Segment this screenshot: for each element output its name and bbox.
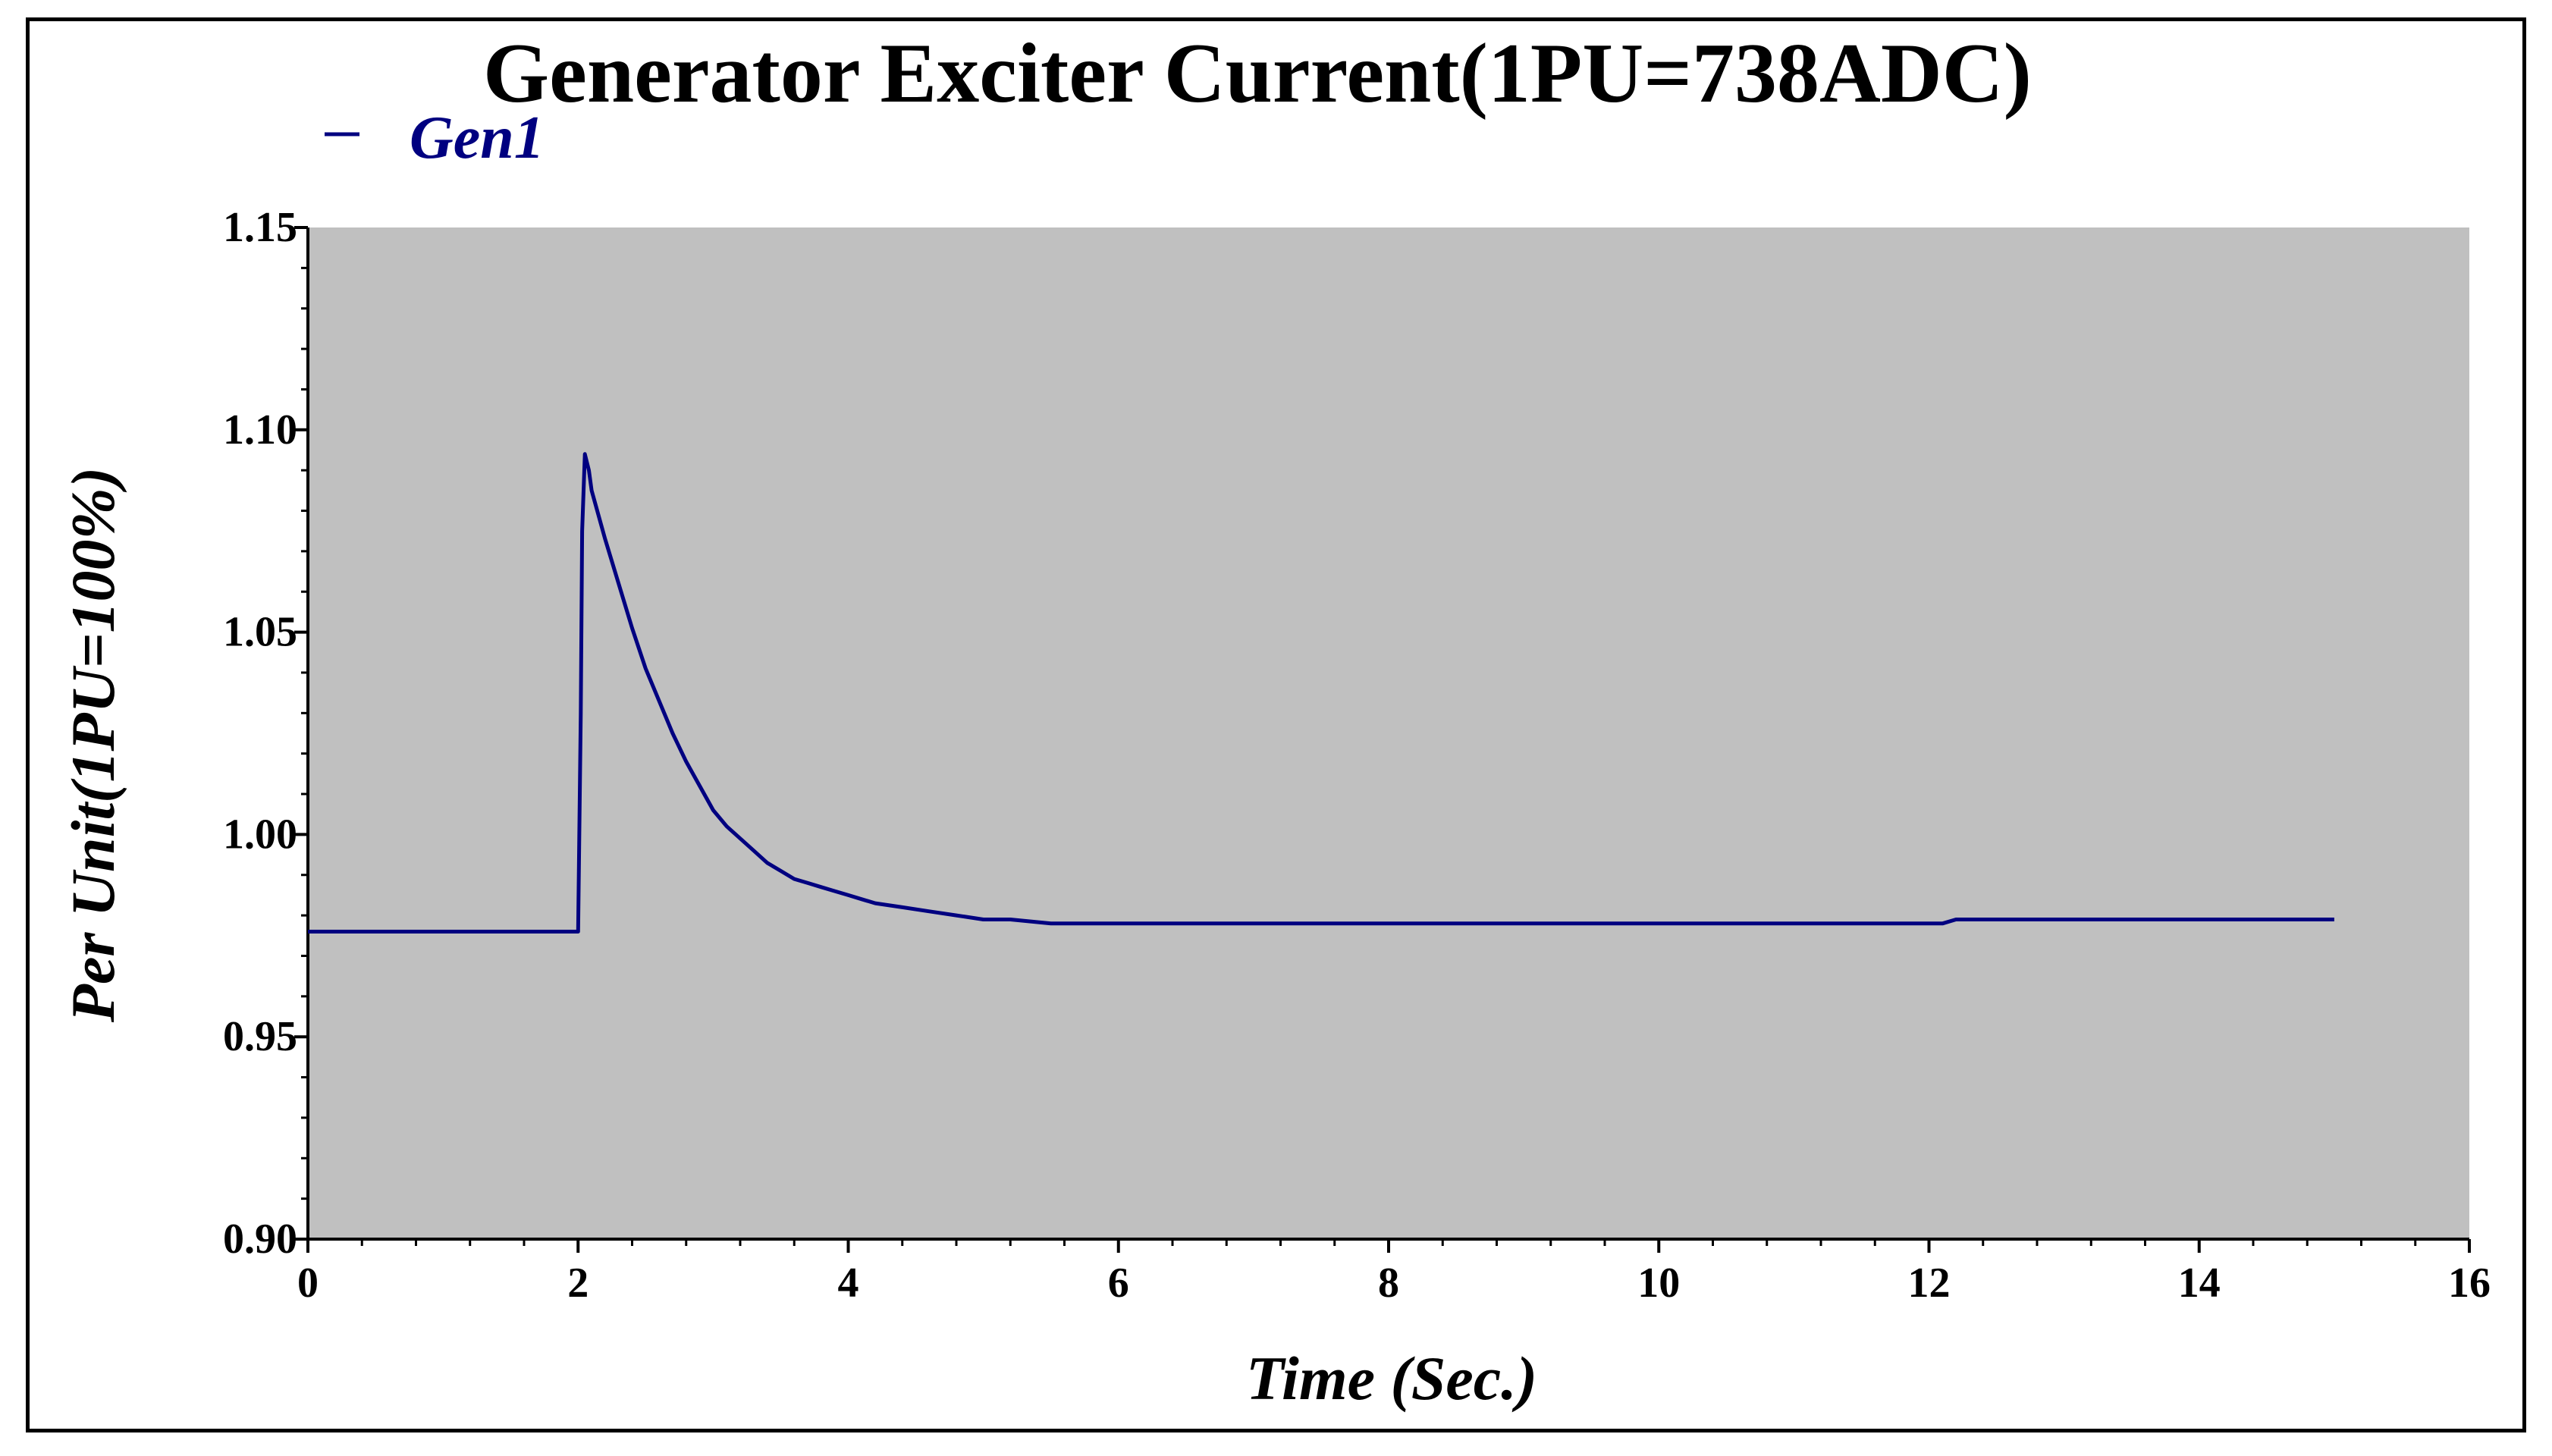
x-tick-label: 2 — [567, 1260, 589, 1307]
x-tick-label: 8 — [1378, 1260, 1399, 1307]
x-axis-ticks — [306, 1239, 2471, 1253]
y-tick-label: 1.05 — [223, 609, 297, 656]
x-axis-label: Time (Sec.) — [1246, 1344, 1537, 1413]
y-tick-label: 1.15 — [223, 204, 297, 251]
y-tick-label: 0.90 — [223, 1216, 297, 1263]
plot-area — [308, 228, 2469, 1239]
series-line-gen1 — [308, 452, 2334, 934]
x-tick-label: 16 — [2448, 1260, 2491, 1307]
x-tick-label: 4 — [838, 1260, 859, 1307]
x-tick-label: 0 — [297, 1260, 319, 1307]
legend: Gen1 — [325, 105, 545, 171]
y-axis-ticks — [294, 226, 308, 1241]
y-tick-label: 1.10 — [223, 406, 297, 453]
x-tick-labels: 0 2 4 6 8 10 12 14 16 — [297, 1260, 2491, 1307]
y-tick-labels: 0.90 0.95 1.00 1.05 1.10 1.15 — [223, 204, 297, 1263]
x-tick-label: 10 — [1637, 1260, 1680, 1307]
y-axis-label: Per Unit(1PU=100%) — [58, 467, 127, 1023]
chart-title: Generator Exciter Current(1PU=738ADC) — [483, 27, 2032, 121]
x-tick-label: 14 — [2178, 1260, 2221, 1307]
x-tick-label: 6 — [1108, 1260, 1129, 1307]
y-tick-label: 1.00 — [223, 811, 297, 858]
legend-label-gen1: Gen1 — [410, 105, 545, 171]
chart-frame — [26, 17, 2526, 1432]
y-tick-label: 0.95 — [223, 1013, 297, 1060]
x-tick-label: 12 — [1908, 1260, 1951, 1307]
